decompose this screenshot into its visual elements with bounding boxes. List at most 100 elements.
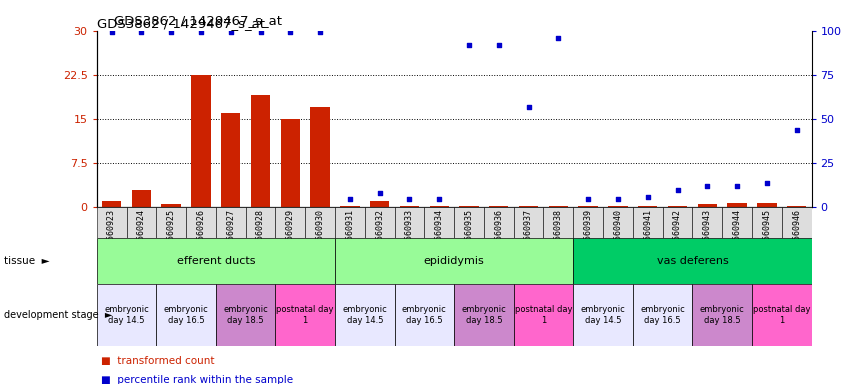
Point [790, 127, 803, 133]
Bar [603, 207, 632, 238]
Bar [574, 207, 603, 238]
Bar [335, 207, 365, 238]
Bar [305, 207, 335, 238]
Text: embryonic
day 14.5: embryonic day 14.5 [104, 305, 149, 324]
Text: GSM560946: GSM560946 [792, 209, 801, 254]
Text: ■  percentile rank within the sample: ■ percentile rank within the sample [101, 375, 293, 384]
Point [194, 30, 208, 36]
Bar [216, 207, 246, 238]
Bar [514, 207, 543, 238]
Bar [97, 207, 126, 238]
Text: epididymis: epididymis [424, 256, 484, 266]
Bar [161, 204, 181, 207]
Bar [757, 203, 776, 207]
Point [135, 30, 148, 36]
Text: GSM560932: GSM560932 [375, 209, 384, 254]
Point [283, 30, 297, 36]
Point [611, 195, 625, 202]
Bar [782, 207, 812, 238]
Point [730, 183, 743, 189]
Point [314, 30, 327, 36]
Text: embryonic
day 16.5: embryonic day 16.5 [402, 305, 447, 324]
Bar [221, 113, 241, 207]
Bar [543, 207, 574, 238]
Bar [246, 207, 275, 238]
Bar [186, 207, 216, 238]
Point [403, 195, 416, 202]
Bar [484, 207, 514, 238]
Bar [514, 284, 574, 346]
Text: GSM560945: GSM560945 [763, 209, 771, 254]
Point [701, 183, 714, 189]
Point [492, 42, 505, 48]
Text: embryonic
day 14.5: embryonic day 14.5 [342, 305, 387, 324]
Text: development stage  ►: development stage ► [4, 310, 113, 320]
Bar [489, 205, 509, 207]
Text: GSM560931: GSM560931 [346, 209, 354, 254]
Text: GSM560938: GSM560938 [554, 209, 563, 254]
Text: GSM560930: GSM560930 [315, 209, 325, 254]
Bar [752, 284, 812, 346]
Text: GSM560942: GSM560942 [673, 209, 682, 254]
Bar [668, 205, 687, 207]
Bar [425, 207, 454, 238]
Point [432, 195, 446, 202]
Bar [310, 107, 330, 207]
Text: GSM560937: GSM560937 [524, 209, 533, 254]
Point [552, 35, 565, 41]
Bar [275, 284, 335, 346]
Bar [216, 284, 275, 346]
Text: embryonic
day 18.5: embryonic day 18.5 [462, 305, 506, 324]
Text: postnatal day
1: postnatal day 1 [753, 305, 811, 324]
Bar [275, 207, 305, 238]
Text: GSM560941: GSM560941 [643, 209, 653, 254]
Bar [191, 75, 210, 207]
Text: GSM560939: GSM560939 [584, 209, 593, 254]
Bar [722, 207, 752, 238]
Bar [459, 205, 479, 207]
Bar [251, 96, 270, 207]
Bar [156, 284, 216, 346]
Text: GSM560935: GSM560935 [464, 209, 473, 254]
Point [581, 195, 595, 202]
Text: GSM560923: GSM560923 [107, 209, 116, 254]
Bar [97, 284, 156, 346]
Text: GSM560940: GSM560940 [613, 209, 622, 254]
Text: GSM560944: GSM560944 [733, 209, 742, 254]
Point [373, 190, 386, 196]
Point [165, 30, 178, 36]
Point [224, 30, 237, 36]
Text: GSM560924: GSM560924 [137, 209, 145, 254]
Text: efferent ducts: efferent ducts [177, 256, 255, 266]
Bar [632, 284, 692, 346]
Text: GSM560934: GSM560934 [435, 209, 444, 254]
Bar [574, 238, 812, 284]
Text: ■  transformed count: ■ transformed count [101, 356, 214, 366]
Point [641, 194, 654, 200]
Text: GDS3862 / 1429467_s_at: GDS3862 / 1429467_s_at [114, 14, 282, 27]
Bar [454, 207, 484, 238]
Text: embryonic
day 14.5: embryonic day 14.5 [580, 305, 626, 324]
Bar [548, 205, 568, 207]
Bar [132, 190, 151, 207]
Text: vas deferens: vas deferens [657, 256, 728, 266]
Text: embryonic
day 18.5: embryonic day 18.5 [700, 305, 744, 324]
Bar [365, 207, 394, 238]
Text: embryonic
day 16.5: embryonic day 16.5 [640, 305, 685, 324]
Bar [430, 205, 449, 207]
Text: GDS3862 / 1429467_s_at: GDS3862 / 1429467_s_at [97, 17, 265, 30]
Point [522, 104, 536, 110]
Bar [579, 205, 598, 207]
Bar [126, 207, 156, 238]
Text: GSM560929: GSM560929 [286, 209, 295, 254]
Text: postnatal day
1: postnatal day 1 [515, 305, 572, 324]
Bar [454, 284, 514, 346]
Bar [394, 284, 454, 346]
Bar [156, 207, 186, 238]
Point [105, 30, 119, 36]
Text: GSM560926: GSM560926 [197, 209, 205, 254]
Bar [787, 205, 807, 207]
Point [671, 187, 685, 193]
Point [343, 195, 357, 202]
Text: GSM560943: GSM560943 [703, 209, 711, 254]
